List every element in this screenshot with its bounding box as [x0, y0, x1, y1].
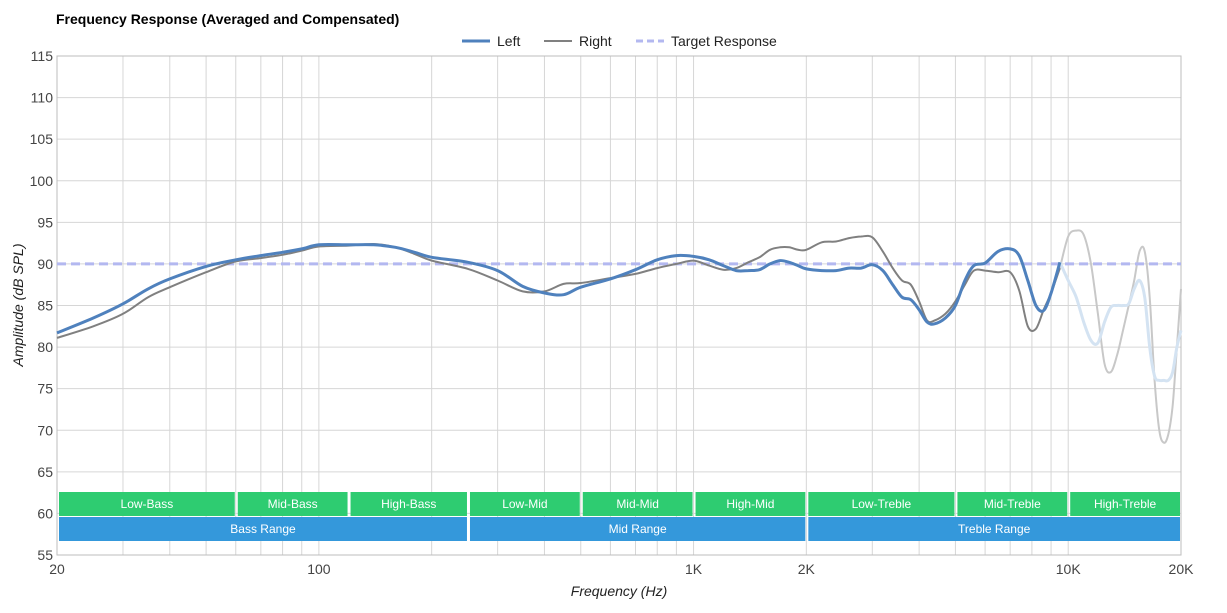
x-tick-label: 10K [1056, 561, 1082, 577]
y-tick-label: 70 [37, 422, 53, 438]
sub-range-band-label: High-Treble [1094, 497, 1157, 511]
legend-right-label: Right [579, 33, 612, 49]
x-tick-label: 2K [798, 561, 816, 577]
y-tick-label: 85 [37, 298, 53, 314]
series-layer [56, 229, 1183, 444]
y-tick-label: 65 [37, 464, 53, 480]
y-axis-label: Amplitude (dB SPL) [10, 244, 26, 368]
left-series-faded-line [1058, 261, 1183, 383]
sub-range-band [237, 492, 348, 516]
sub-range-band [695, 492, 806, 516]
x-tick-label: 20K [1169, 561, 1195, 577]
main-range-band [469, 517, 806, 541]
y-tick-label: 100 [30, 173, 54, 189]
plot-border [56, 55, 1182, 556]
y-tick-label: 90 [37, 256, 53, 272]
sub-range-band-label: High-Mid [726, 497, 774, 511]
y-tick-label: 55 [37, 547, 53, 563]
sub-range-band [59, 492, 235, 516]
sub-range-band-label: Low-Bass [121, 497, 174, 511]
y-tick-label: 95 [37, 214, 53, 230]
sub-range-band [957, 492, 1068, 516]
range-bands: Low-Bass Mid-Bass High-Bass Low-Mid Mid-Mid H… [59, 492, 1180, 541]
sub-range-band [582, 492, 693, 516]
axes: 55 60 65 70 75 80 85 90 95 100 105 110 115 20 100 1K 2K 1… [30, 48, 1194, 577]
y-tick-label: 60 [37, 505, 53, 521]
sub-range-band-label: Low-Mid [502, 497, 547, 511]
x-tick-label: 1K [685, 561, 703, 577]
sub-range-band-label: Mid-Mid [616, 497, 659, 511]
y-tick-label: 105 [30, 131, 54, 147]
sub-range-band [469, 492, 580, 516]
sub-range-band-label: Mid-Treble [984, 497, 1041, 511]
main-range-band-label: Treble Range [958, 522, 1031, 536]
sub-range-band-label: High-Bass [381, 497, 436, 511]
sub-range-band [808, 492, 955, 516]
sub-range-band-label: Mid-Bass [268, 497, 318, 511]
legend: Left Right Target Response [462, 33, 777, 49]
chart-title: Frequency Response (Averaged and Compens… [56, 11, 399, 27]
legend-target-label: Target Response [671, 33, 777, 49]
x-tick-label: 20 [49, 561, 65, 577]
left-series-line [56, 242, 1062, 335]
main-range-band [808, 517, 1180, 541]
y-tick-label: 75 [37, 381, 53, 397]
x-axis-label: Frequency (Hz) [571, 583, 667, 599]
sub-range-band [350, 492, 467, 516]
x-tick-label: 100 [307, 561, 331, 577]
y-tick-label: 110 [31, 90, 54, 106]
legend-left-label: Left [497, 33, 520, 49]
y-tick-label: 115 [31, 48, 54, 64]
main-range-band [59, 517, 467, 541]
y-tick-label: 80 [37, 339, 53, 355]
sub-range-band [1070, 492, 1180, 516]
sub-range-band-label: Low-Treble [852, 497, 912, 511]
main-range-band-label: Mid Range [609, 522, 667, 536]
main-range-band-label: Bass Range [230, 522, 296, 536]
